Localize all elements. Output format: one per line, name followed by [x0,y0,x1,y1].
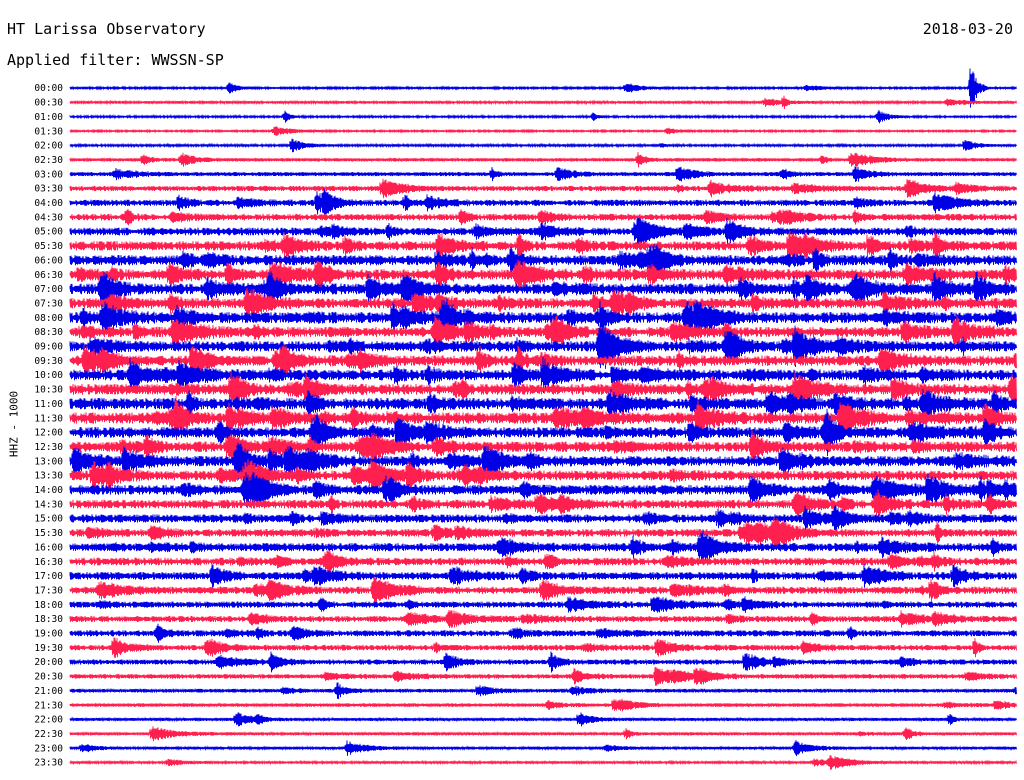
time-tick-label: 22:30 [34,729,63,740]
trace-line [69,472,1017,508]
trace-line [69,298,1017,338]
time-tick-label: 17:30 [34,585,63,596]
time-tick-label: 03:30 [34,184,63,195]
trace-line [69,651,1017,673]
time-tick-label: 20:30 [34,672,63,683]
time-tick-label: 23:00 [34,743,63,754]
trace-group [69,68,1017,770]
time-tick-labels: 00:00 00:30 01:00 01:30 02:00 02:30 03:00 03:30… [34,83,63,768]
chart-title: HT Larissa Observatory [7,20,206,38]
time-tick-label: 09:00 [34,342,63,353]
time-tick-label: 12:30 [34,442,63,453]
time-tick-label: 18:30 [34,614,63,625]
time-tick-label: 18:00 [34,600,63,611]
trace-line [69,230,1017,262]
time-tick-label: 10:00 [34,370,63,381]
time-tick-label: 09:30 [34,356,63,367]
trace-line [69,259,1017,290]
time-tick-label: 02:30 [34,155,63,166]
time-tick-label: 13:30 [34,471,63,482]
time-tick-label: 14:00 [34,485,63,496]
time-tick-label: 16:30 [34,557,63,568]
filter-label: Applied filter: WWSSN-SP [7,51,224,69]
time-tick-label: 19:00 [34,629,63,640]
trace-line [69,517,1017,549]
time-tick-label: 15:30 [34,528,63,539]
time-tick-label: 16:00 [34,542,63,553]
trace-line [69,442,1017,480]
trace-line [69,217,1017,246]
time-tick-label: 03:00 [34,169,63,180]
time-tick-label: 19:30 [34,643,63,654]
trace-line [69,637,1017,658]
time-tick-label: 00:00 [34,83,63,94]
trace-line [69,287,1017,319]
time-tick-label: 20:00 [34,657,63,668]
time-tick-label: 21:30 [34,700,63,711]
time-tick-label: 04:30 [34,212,63,223]
time-tick-label: 00:30 [34,98,63,109]
trace-line [69,395,1017,441]
time-tick-label: 13:00 [34,456,63,467]
time-tick-label: 08:30 [34,327,63,338]
trace-line [69,596,1017,613]
time-tick-label: 11:30 [34,413,63,424]
time-tick-label: 08:00 [34,313,63,324]
time-tick-label: 07:00 [34,284,63,295]
time-tick-label: 17:00 [34,571,63,582]
time-tick-label: 01:30 [34,126,63,137]
trace-line [69,408,1017,457]
time-tick-label: 06:30 [34,270,63,281]
time-tick-label: 04:00 [34,198,63,209]
time-tick-label: 12:00 [34,428,63,439]
trace-line [69,371,1017,408]
time-tick-label: 10:30 [34,385,63,396]
time-tick-label: 06:00 [34,255,63,266]
time-tick-label: 14:30 [34,499,63,510]
time-tick-label: 05:00 [34,227,63,238]
date-label: 2018-03-20 [922,20,1013,38]
time-tick-label: 01:00 [34,112,63,123]
time-tick-label: 21:00 [34,686,63,697]
time-tick-label: 15:00 [34,514,63,525]
time-tick-label: 05:30 [34,241,63,252]
time-tick-label: 23:30 [34,758,63,769]
time-tick-label: 07:30 [34,298,63,309]
trace-line [69,271,1017,307]
trace-line [69,505,1017,532]
time-tick-label: 22:00 [34,715,63,726]
time-tick-label: 11:00 [34,399,63,410]
trace-line [69,430,1017,464]
time-tick-label: 02:00 [34,141,63,152]
trace-line [69,549,1017,574]
